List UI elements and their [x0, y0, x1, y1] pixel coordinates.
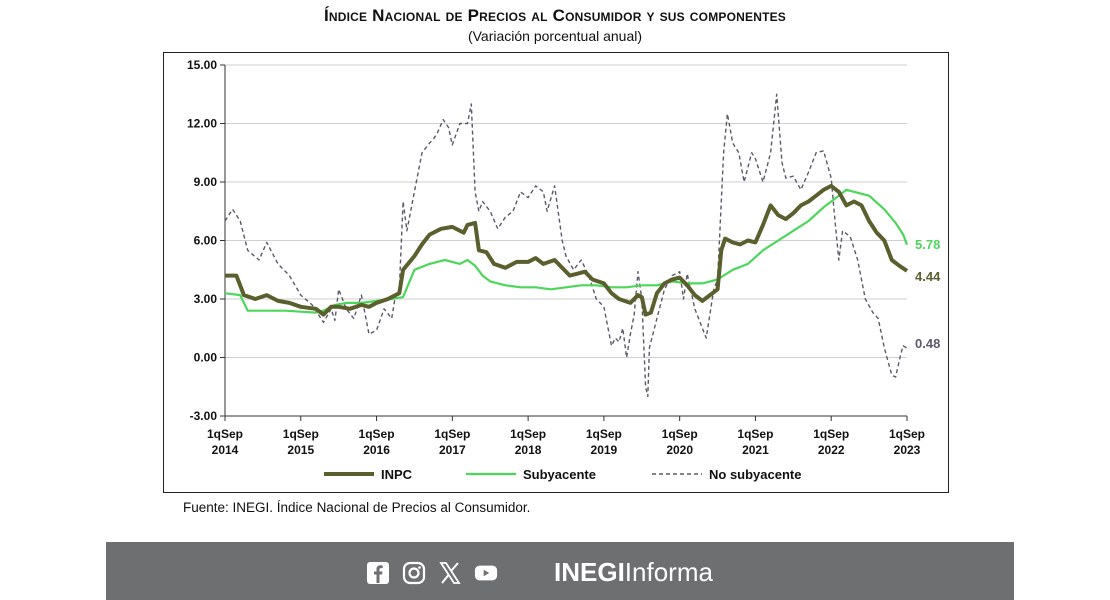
brand-bold: INEGI: [554, 557, 625, 587]
x-tick-label: 1qSep: [434, 427, 470, 441]
x-tick-label: 2022: [818, 443, 845, 457]
x-tick-label: 2016: [363, 443, 390, 457]
y-tick-label: 3.00: [194, 292, 218, 306]
line-chart: 15.00 12.00 9.00 6.00 3.00 0.00 -3.00 1qSep 2014…: [187, 58, 941, 482]
y-tick-label: -3.00: [190, 409, 218, 423]
x-tick-label: 2020: [666, 443, 693, 457]
x-tick-label: 1qSep: [662, 427, 698, 441]
x-tick-label: 2018: [515, 443, 542, 457]
series-line-no-subyacente: [224, 93, 908, 398]
social-icons: [366, 561, 498, 585]
brand-regular: Informa: [624, 557, 713, 587]
chart-frame: 15.00 12.00 9.00 6.00 3.00 0.00 -3.00 1qSep 2014…: [163, 52, 949, 493]
x-tick-label: 1qSep: [737, 427, 773, 441]
source-note: Fuente: INEGI. Índice Nacional de Precio…: [183, 500, 531, 515]
x-tick-label: 2017: [439, 443, 466, 457]
facebook-icon[interactable]: [366, 561, 390, 585]
end-label: 0.48: [915, 336, 940, 351]
y-tick-label: 12.00: [187, 117, 217, 131]
x-tick-label: 1qSep: [207, 427, 243, 441]
y-tick-label: 15.00: [187, 58, 217, 72]
x-tick-label: 1qSep: [889, 427, 925, 441]
series-line-inpc: [225, 183, 909, 317]
legend-label: Subyacente: [523, 467, 596, 482]
x-tick-label: 1qSep: [283, 427, 319, 441]
x-tick-label: 2021: [742, 443, 769, 457]
y-tick-label: 9.00: [194, 175, 218, 189]
youtube-icon[interactable]: [474, 561, 498, 585]
x-tick-label: 1qSep: [586, 427, 622, 441]
end-label: 4.44: [915, 269, 941, 284]
x-tick-label: 2015: [287, 443, 314, 457]
series-line-subyacente: [224, 188, 909, 314]
y-tick-label: 0.00: [194, 351, 218, 365]
x-icon[interactable]: [438, 561, 462, 585]
x-tick-label: 2019: [591, 443, 618, 457]
x-tick-label: 1qSep: [813, 427, 849, 441]
legend-label: No subyacente: [709, 467, 801, 482]
x-tick-label: 1qSep: [359, 427, 395, 441]
y-tick-label: 6.00: [194, 234, 218, 248]
x-tick-label: 2023: [894, 443, 921, 457]
x-tick-label: 2014: [212, 443, 239, 457]
x-tick-label: 1qSep: [510, 427, 546, 441]
chart-title: Índice Nacional de Precios al Consumidor…: [323, 6, 787, 25]
inegi-informa-logo[interactable]: INEGIInforma: [554, 557, 713, 588]
chart-subtitle: (Variación porcentual anual): [467, 28, 643, 44]
legend-label: INPC: [381, 467, 413, 482]
footer-bar: INEGIInforma: [106, 542, 1014, 600]
end-label: 5.78: [915, 237, 940, 252]
instagram-icon[interactable]: [402, 561, 426, 585]
